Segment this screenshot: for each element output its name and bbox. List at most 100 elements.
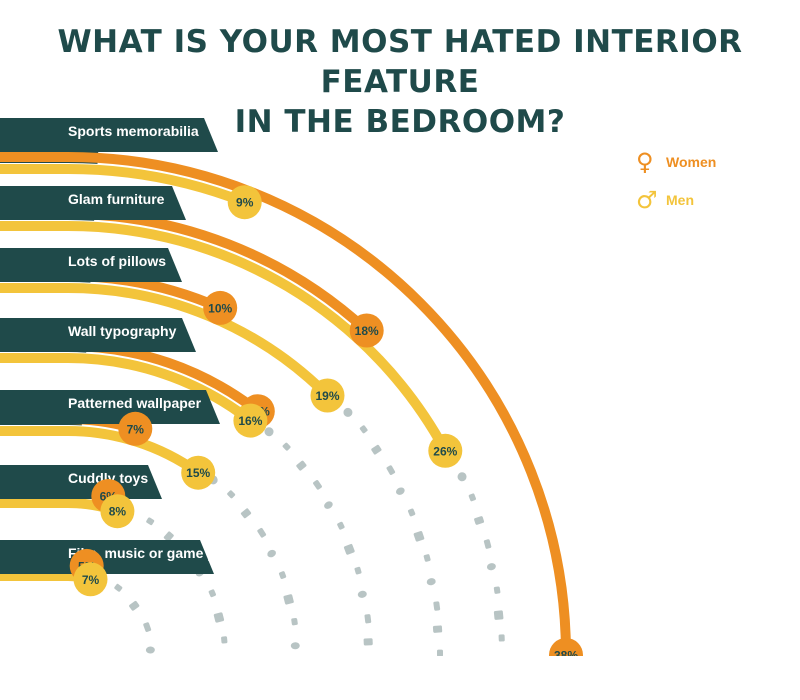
decoration-icon	[278, 571, 287, 579]
category-label: Cuddly toys	[68, 470, 148, 486]
value-label-men: 8%	[109, 505, 127, 519]
decoration-icon	[290, 642, 300, 650]
decoration-icon	[283, 594, 294, 605]
value-marker-men	[310, 378, 345, 413]
value-marker-women	[349, 313, 384, 348]
category-label: Lots of pillows	[68, 253, 166, 269]
decoration-icon	[337, 521, 345, 530]
decoration-icon	[371, 444, 382, 455]
decoration-icon	[296, 460, 307, 471]
decoration-icon	[343, 543, 355, 555]
decoration-icon	[354, 566, 362, 575]
decoration-icon	[468, 493, 476, 502]
decoration-icon	[496, 658, 505, 665]
value-marker-women	[203, 290, 238, 325]
decoration-icon	[413, 531, 425, 542]
value-marker-women	[118, 411, 153, 446]
decoration-icon	[208, 589, 216, 598]
decoration-icon	[343, 407, 353, 417]
value-marker-men	[428, 433, 463, 468]
value-label-women: 38%	[554, 649, 578, 663]
category-label: Glam furniture	[68, 191, 165, 207]
category-label-background	[0, 186, 186, 220]
female-symbol-icon: ♀	[636, 148, 654, 176]
decoration-icon	[313, 480, 322, 490]
decoration-icon	[359, 425, 368, 434]
value-label-men: 7%	[82, 573, 100, 587]
decoration-icon	[436, 649, 444, 656]
value-label-women: 7%	[127, 422, 145, 436]
decoration-icon	[324, 501, 333, 509]
decoration-icon	[432, 625, 443, 633]
chart-title-line-1: WHAT IS YOUR MOST HATED INTERIOR FEATURE	[57, 24, 743, 100]
bar-men	[0, 353, 256, 426]
decoration-icon	[457, 472, 467, 482]
value-label-men: 16%	[238, 414, 262, 428]
decoration-icon	[282, 442, 291, 451]
decoration-icon	[493, 610, 504, 620]
decoration-icon	[498, 634, 505, 642]
category-label: Wall typography	[68, 323, 177, 339]
value-marker-men	[227, 185, 262, 220]
value-marker-men	[233, 403, 268, 438]
decoration-icon	[483, 539, 492, 549]
decoration-icon	[407, 508, 416, 517]
category-label-background	[0, 318, 196, 352]
value-label-men: 26%	[433, 444, 457, 458]
decoration-icon	[363, 638, 373, 646]
category-label-background	[0, 118, 218, 152]
decoration-icon	[493, 586, 501, 594]
decoration-icon	[264, 427, 274, 437]
decoration-icon	[386, 465, 396, 475]
decoration-icon	[357, 590, 367, 598]
decoration-icon	[213, 612, 225, 623]
bar-men	[0, 221, 451, 456]
decoration-icon	[433, 601, 441, 611]
value-marker-men	[181, 455, 216, 490]
category-label-background	[0, 390, 220, 424]
decoration-icon	[227, 490, 236, 499]
decoration-icon	[426, 578, 436, 586]
chart-title: WHAT IS YOUR MOST HATED INTERIOR FEATURE…	[0, 22, 800, 142]
category-label-background	[0, 248, 182, 282]
decoration-icon	[146, 517, 155, 526]
bar-women	[0, 152, 571, 656]
legend-women: ♀ Women	[636, 148, 716, 176]
value-marker-women	[549, 638, 583, 656]
legend-men: ♂ Men	[636, 186, 694, 214]
value-label-men: 19%	[315, 389, 339, 403]
decoration-icon	[291, 617, 298, 626]
male-symbol-icon: ♂	[636, 186, 658, 214]
chart-title-line-2: IN THE BEDROOM?	[234, 104, 566, 140]
category-label: Film, music or game posters	[68, 545, 258, 561]
value-marker-men	[100, 494, 135, 529]
chart-plot-area: Sports memorabilia 38% 9% Glam furniture 18%…	[0, 118, 583, 669]
decoration-icon	[474, 516, 485, 525]
decoration-icon	[267, 549, 276, 558]
value-marker-men	[73, 562, 108, 597]
decoration-icon	[145, 646, 155, 654]
legend-women-label: Women	[666, 154, 717, 170]
decoration-icon	[114, 583, 123, 592]
decoration-icon	[240, 508, 252, 519]
category-label: Patterned wallpaper	[68, 395, 202, 411]
value-label-men: 15%	[186, 466, 210, 480]
legend-men-label: Men	[666, 192, 694, 208]
category-label-background	[0, 540, 214, 574]
value-label-women: 18%	[355, 324, 379, 338]
decoration-icon	[143, 622, 152, 632]
decoration-icon	[367, 662, 373, 669]
decoration-icon	[486, 563, 496, 571]
decoration-icon	[163, 531, 174, 542]
category-label: Sports memorabilia	[68, 123, 199, 139]
value-label-women: 10%	[208, 301, 232, 315]
decoration-icon	[396, 487, 405, 495]
bar-men	[0, 163, 250, 208]
decoration-icon	[423, 554, 431, 562]
decoration-icon	[129, 600, 140, 611]
decoration-icon	[257, 527, 267, 538]
decoration-icon	[221, 636, 228, 644]
value-label-men: 9%	[236, 196, 254, 210]
decoration-icon	[364, 614, 372, 624]
